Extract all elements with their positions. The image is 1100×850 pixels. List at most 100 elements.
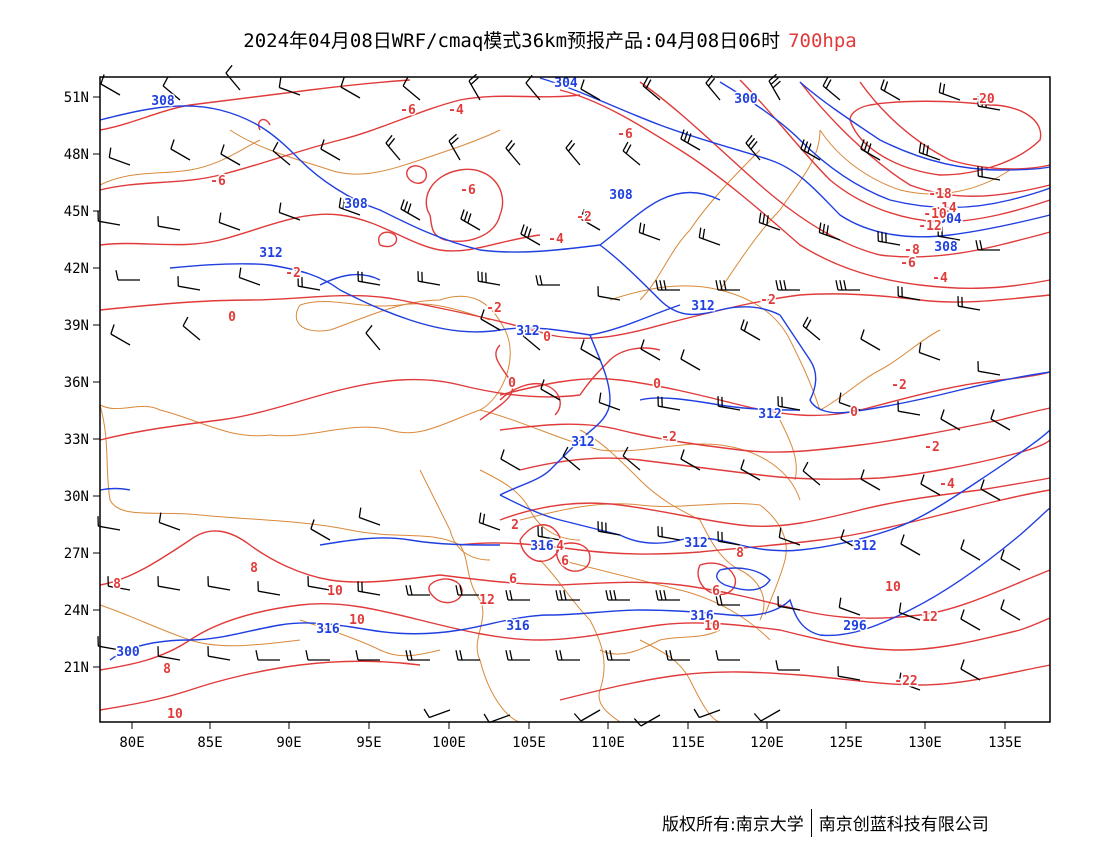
temperature-label: -2 — [486, 301, 502, 316]
lat-label: 39N — [64, 318, 89, 334]
temperature-label: 8 — [113, 577, 121, 592]
wind-barb — [666, 650, 690, 660]
wind-barb — [754, 710, 780, 721]
temperature-label: -4 — [932, 271, 948, 286]
wind-barb — [803, 317, 820, 340]
wind-barb — [574, 710, 600, 721]
border-line — [640, 150, 760, 300]
temperature-label: 0 — [228, 310, 236, 325]
height-isoline — [100, 106, 600, 252]
height-label: 308 — [344, 197, 368, 212]
wind-barb — [208, 646, 230, 660]
wind-barb — [158, 576, 180, 590]
height-isoline — [740, 430, 1050, 551]
temperature-isotherm — [100, 296, 680, 339]
lat-label: 51N — [64, 90, 89, 106]
wind-barb — [98, 211, 120, 225]
wind-barb — [861, 330, 880, 351]
wind-barb — [978, 361, 1000, 375]
wind-barb — [838, 666, 860, 680]
wind-barb — [424, 709, 450, 718]
height-label: 308 — [609, 188, 633, 203]
lon-label: 105E — [512, 735, 546, 751]
temperature-label: -22 — [894, 674, 917, 689]
wind-barb — [111, 325, 130, 346]
height-label: 312 — [853, 539, 876, 554]
border-line — [640, 640, 720, 722]
wind-barb — [939, 83, 960, 100]
wind-barb — [298, 276, 320, 290]
wind-barb — [478, 271, 500, 285]
temperature-label: 6 — [712, 584, 720, 599]
wind-barb — [506, 650, 530, 660]
lat-label: 33N — [64, 432, 89, 448]
wind-barb — [803, 462, 820, 485]
temperature-label: 10 — [327, 584, 343, 599]
temperature-label: 0 — [850, 405, 858, 420]
wind-barb — [158, 216, 180, 230]
wind-barb — [456, 650, 480, 660]
wind-barb — [221, 145, 240, 166]
wind-barb — [639, 223, 660, 240]
height-isoline — [780, 315, 1050, 413]
temperature-label: 8 — [250, 561, 258, 576]
temperature-isotherm — [426, 169, 502, 241]
wind-barb — [881, 80, 900, 101]
temperature-label: 10 — [885, 580, 901, 595]
wind-barb — [681, 350, 700, 371]
wind-barb — [961, 660, 980, 681]
lon-label: 85E — [197, 735, 222, 751]
wind-barb — [941, 410, 960, 431]
wind-barb — [403, 77, 420, 100]
wind-barb — [116, 270, 140, 280]
wind-barb — [776, 660, 800, 670]
wind-barb — [239, 268, 260, 285]
wind-barb — [219, 213, 240, 230]
wind-barb — [311, 520, 330, 541]
wind-barb — [836, 280, 860, 290]
map-frame — [100, 77, 1050, 722]
border-line — [100, 405, 460, 545]
height-label: 316 — [530, 539, 554, 554]
wind-barb — [634, 715, 660, 726]
temperature-isotherm — [100, 661, 420, 710]
temperature-label: 10 — [349, 613, 365, 628]
temperature-label: -6 — [400, 103, 416, 118]
wind-barb — [656, 590, 680, 600]
wind-barb — [506, 140, 520, 165]
wind-barb — [183, 317, 200, 340]
temperature-label: -2 — [924, 440, 940, 455]
height-label: 312 — [516, 324, 539, 339]
temperature-label: 12 — [479, 593, 495, 608]
temperature-label: 0 — [508, 376, 516, 391]
wind-barb — [171, 140, 190, 161]
border-line — [100, 405, 480, 436]
wind-barb — [556, 650, 580, 660]
wind-barb — [776, 280, 800, 290]
wind-barb — [563, 447, 580, 470]
wind-barb — [706, 75, 720, 100]
height-contours — [100, 78, 1050, 660]
temperature-label: 8 — [163, 662, 171, 677]
wind-barb — [656, 280, 680, 290]
height-label: 312 — [691, 299, 714, 314]
temperature-label: -2 — [891, 378, 907, 393]
lat-label: 21N — [64, 660, 89, 676]
border-line — [580, 430, 700, 520]
border-line — [230, 130, 500, 174]
wind-barb — [358, 581, 380, 595]
temperature-isotherm — [560, 90, 1050, 288]
wind-barb — [769, 74, 780, 100]
wind-barb — [356, 650, 380, 660]
temperature-label: -18 — [928, 187, 952, 202]
wind-barb — [258, 581, 280, 595]
wind-barb — [273, 142, 290, 165]
height-label: 316 — [506, 619, 530, 634]
wind-barb — [778, 596, 800, 610]
lon-label: 110E — [591, 735, 625, 751]
wind-barb — [406, 585, 430, 595]
wind-barb — [538, 526, 560, 540]
temperature-label: 10 — [167, 707, 183, 722]
wind-barb — [919, 343, 940, 360]
temperature-label: -6 — [900, 256, 916, 271]
